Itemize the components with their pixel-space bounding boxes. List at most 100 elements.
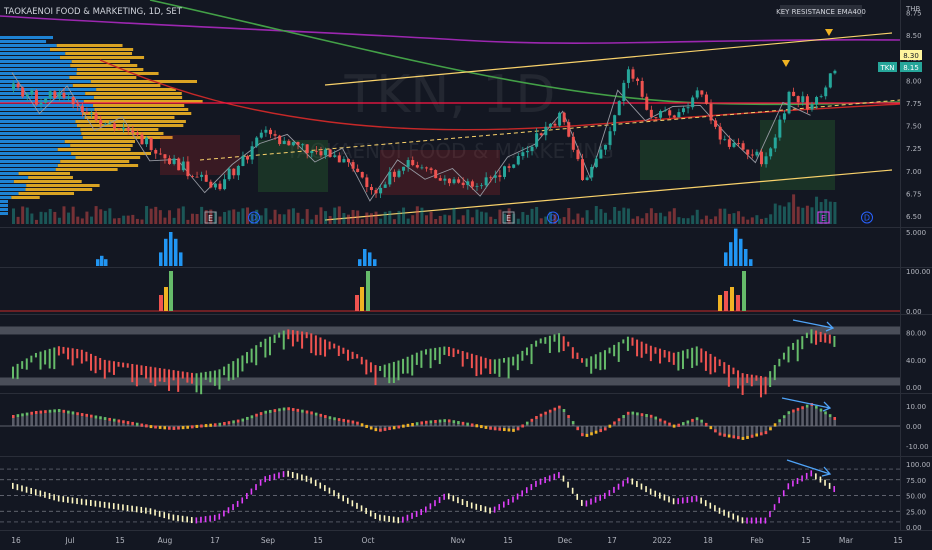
candle-body bbox=[397, 170, 401, 177]
candle-body bbox=[158, 153, 162, 155]
signal-dot bbox=[12, 415, 15, 418]
oscillator-mark bbox=[603, 492, 606, 499]
candle-body bbox=[383, 184, 387, 188]
candle-body bbox=[567, 122, 571, 137]
oscillator-mark bbox=[548, 475, 551, 482]
oscillator-bar bbox=[310, 333, 313, 354]
oscillator-bar bbox=[544, 337, 547, 344]
oscillator-bar bbox=[801, 336, 804, 350]
volume-profile-bar bbox=[0, 168, 56, 171]
volume-profile-bar bbox=[76, 72, 159, 75]
volume-profile-bar bbox=[0, 180, 14, 183]
volume-bar bbox=[402, 207, 406, 224]
volume-bar bbox=[85, 211, 89, 224]
candle-body bbox=[278, 135, 282, 145]
signal-dot bbox=[819, 408, 823, 412]
oscillator-mark bbox=[48, 493, 51, 500]
oscillator-mark bbox=[351, 500, 354, 507]
oscillator-mark bbox=[755, 517, 757, 524]
oscillator-bar bbox=[608, 347, 611, 354]
volume-bar bbox=[704, 215, 708, 224]
histogram-bar bbox=[626, 414, 630, 426]
signal-dot bbox=[291, 408, 295, 412]
volume-profile-bar bbox=[0, 208, 8, 211]
volume-profile-bar bbox=[90, 80, 198, 83]
oscillator-mark bbox=[727, 511, 730, 518]
oscillator-mark bbox=[21, 485, 23, 492]
volume-bar bbox=[181, 206, 185, 224]
oscillator-mark bbox=[402, 516, 404, 523]
candle-body bbox=[195, 176, 199, 178]
symbol-title[interactable]: TAOKAENOI FOOD & MARKETING, 1D, SET bbox=[3, 7, 183, 17]
oscillator-bar bbox=[438, 347, 441, 365]
oscillator-bar bbox=[782, 352, 785, 360]
histogram-bar bbox=[801, 409, 804, 426]
histogram-bar bbox=[750, 426, 754, 438]
oscillator-mark bbox=[200, 516, 202, 523]
candle-body bbox=[457, 179, 461, 183]
histogram-bar bbox=[571, 424, 575, 426]
signal-dot bbox=[622, 415, 625, 419]
histogram-bar bbox=[25, 415, 29, 426]
oscillator-mark bbox=[103, 501, 106, 508]
signal-dot bbox=[209, 423, 212, 427]
candle-body bbox=[415, 165, 419, 168]
volume-profile bbox=[0, 36, 203, 215]
signal-dot bbox=[278, 408, 281, 412]
signal-dot bbox=[186, 425, 189, 429]
candle-body bbox=[117, 128, 121, 130]
volume-bar bbox=[654, 213, 658, 224]
oscillator-bar bbox=[209, 371, 212, 383]
signal-dot bbox=[429, 420, 433, 424]
volume-bar bbox=[608, 219, 612, 224]
signal-dot bbox=[603, 427, 607, 431]
histogram-bar bbox=[291, 411, 295, 426]
oscillator-mark bbox=[415, 510, 418, 517]
histogram-bar bbox=[764, 426, 768, 435]
volume-bar bbox=[631, 218, 635, 224]
volume-bar bbox=[333, 207, 337, 224]
volume-bar bbox=[80, 218, 84, 224]
candle-body bbox=[480, 185, 484, 187]
signal-dot bbox=[16, 414, 20, 418]
oscillator-bar bbox=[420, 350, 423, 368]
histogram-bar bbox=[704, 425, 708, 427]
event-marker-earnings: E bbox=[821, 214, 826, 223]
volume-histogram-pane: 5.000 bbox=[96, 228, 926, 266]
oscillator-mark bbox=[117, 503, 120, 510]
candle-body bbox=[402, 166, 406, 171]
oscillator-mark bbox=[512, 496, 514, 503]
signal-dot bbox=[548, 409, 552, 413]
volume-bar bbox=[769, 214, 773, 224]
oscillator-mark bbox=[461, 499, 464, 506]
histogram-bar bbox=[594, 426, 598, 434]
candle-body bbox=[200, 174, 204, 177]
candle-body bbox=[452, 179, 456, 184]
histogram-bar bbox=[126, 424, 130, 426]
oscillator-mark bbox=[392, 516, 395, 523]
histogram-bar bbox=[681, 425, 685, 427]
oscillator-bar bbox=[613, 344, 616, 357]
time-axis[interactable]: 16 Jul 15 Aug 17 Sep 15 Oct Nov 15 Dec 17 2022 18 Feb 1… bbox=[11, 536, 903, 545]
histogram-bar bbox=[585, 426, 589, 437]
oscillator-mark bbox=[273, 473, 276, 480]
signal-dot bbox=[337, 418, 341, 422]
volume-profile-bar bbox=[0, 132, 82, 135]
oscillator-mark bbox=[30, 487, 32, 494]
pane-tick-label: -10.00 bbox=[906, 443, 929, 451]
candle-body bbox=[232, 168, 236, 176]
candle-body bbox=[434, 170, 438, 179]
histogram-bar bbox=[773, 426, 777, 427]
histogram-bar bbox=[744, 249, 748, 266]
volume-bar bbox=[443, 214, 447, 224]
histogram-bar bbox=[351, 423, 355, 426]
oscillator-bar bbox=[493, 359, 496, 374]
signal-dot bbox=[314, 412, 318, 416]
volume-bar bbox=[801, 207, 805, 224]
signal-dot bbox=[44, 410, 47, 414]
volume-bar bbox=[236, 211, 240, 224]
oscillator-bar bbox=[131, 363, 134, 383]
signal-dot bbox=[135, 422, 139, 426]
volume-profile-bar bbox=[82, 136, 173, 139]
histogram-bar bbox=[691, 421, 694, 426]
